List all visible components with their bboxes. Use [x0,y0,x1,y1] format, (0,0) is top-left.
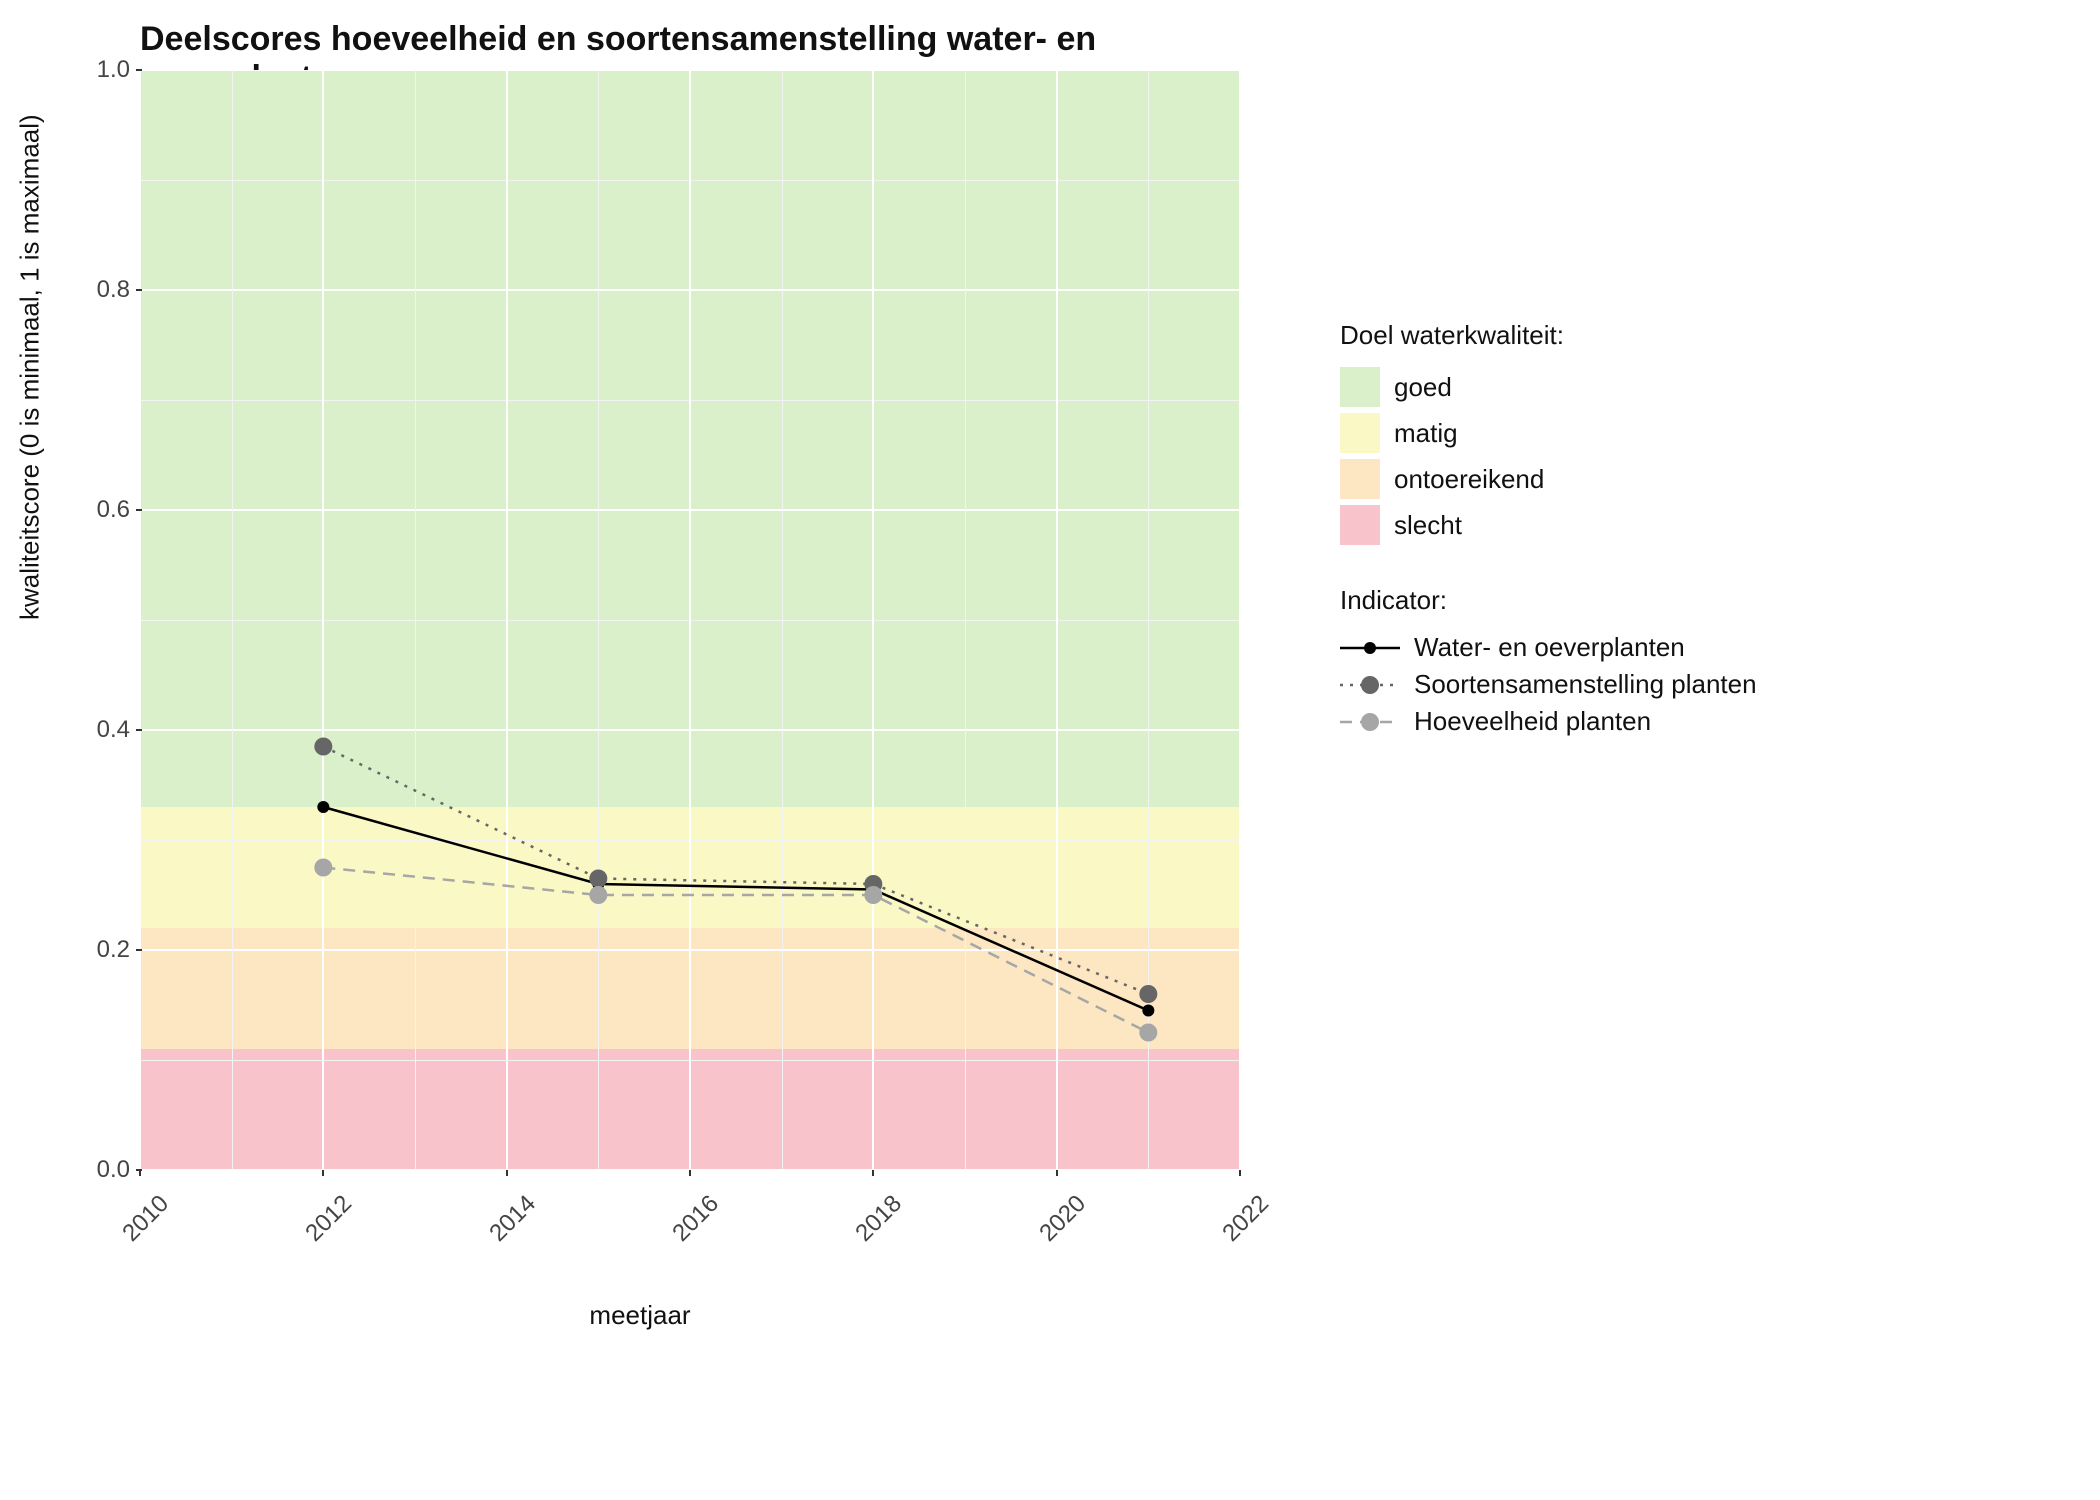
legend-line-sample [1340,673,1400,697]
series-marker [864,886,882,904]
y-tick-label: 0.6 [50,496,130,524]
legend-band-row: ontoereikend [1340,459,1757,499]
x-tick-label: 2014 [458,1190,541,1273]
legend-swatch [1340,367,1380,407]
x-tick-label: 2010 [91,1190,174,1273]
x-tick-label: 2018 [825,1190,908,1273]
legend-band-row: matig [1340,413,1757,453]
x-tick-label: 2022 [1191,1190,1274,1273]
x-tick-mark [1239,1170,1241,1176]
y-tick-mark [136,289,142,291]
legend-series-label: Soortensamenstelling planten [1414,669,1757,700]
x-tick-label: 2016 [641,1190,724,1273]
y-tick-mark [136,509,142,511]
legend-series-row: Soortensamenstelling planten [1340,669,1757,700]
y-axis-label: kwaliteitscore (0 is minimaal, 1 is maxi… [15,114,46,620]
y-tick-mark [136,949,142,951]
y-tick-mark [136,729,142,731]
x-axis-label: meetjaar [589,1300,690,1331]
legend-band-label: ontoereikend [1394,464,1544,495]
plot-wrap: Deelscores hoeveelheid en soortensamenst… [20,20,1280,1420]
x-tick-label: 2020 [1008,1190,1091,1273]
legend-band-row: slecht [1340,505,1757,545]
legend-series-title: Indicator: [1340,585,1757,616]
x-tick-mark [322,1170,324,1176]
legend-swatch [1340,413,1380,453]
legend-series-row: Hoeveelheid planten [1340,706,1757,737]
legend-line-sample [1340,636,1400,660]
x-tick-mark [872,1170,874,1176]
chart-container: Deelscores hoeveelheid en soortensamenst… [20,20,2080,1480]
legend-line-sample [1340,710,1400,734]
series-marker [589,886,607,904]
legend-band-label: matig [1394,418,1458,449]
series-marker [1142,1005,1154,1017]
plot-area [140,70,1240,1170]
y-tick-label: 0.8 [50,276,130,304]
series-marker [1139,985,1157,1003]
series-marker [1139,1024,1157,1042]
series-line [323,807,1148,1011]
x-tick-label: 2012 [275,1190,358,1273]
y-tick-label: 0.2 [50,936,130,964]
legend-swatch [1340,459,1380,499]
y-tick-mark [136,69,142,71]
y-tick-label: 0.4 [50,716,130,744]
legend-band-label: goed [1394,372,1452,403]
chart-lines-svg [140,70,1240,1170]
y-tick-label: 0.0 [50,1156,130,1184]
legend: Doel waterkwaliteit: goed matig ontoereike… [1340,280,1757,743]
legend-band-title: Doel waterkwaliteit: [1340,320,1757,351]
x-tick-mark [1056,1170,1058,1176]
legend-band-row: goed [1340,367,1757,407]
legend-series-label: Hoeveelheid planten [1414,706,1651,737]
legend-series-label: Water- en oeverplanten [1414,632,1685,663]
legend-series-row: Water- en oeverplanten [1340,632,1757,663]
y-tick-label: 1.0 [50,56,130,84]
series-line [323,868,1148,1033]
series-marker [314,859,332,877]
series-marker [314,738,332,756]
legend-band-label: slecht [1394,510,1462,541]
series-marker [589,870,607,888]
legend-swatch [1340,505,1380,545]
x-tick-mark [506,1170,508,1176]
x-tick-mark [689,1170,691,1176]
x-tick-mark [139,1170,141,1176]
series-marker [317,801,329,813]
